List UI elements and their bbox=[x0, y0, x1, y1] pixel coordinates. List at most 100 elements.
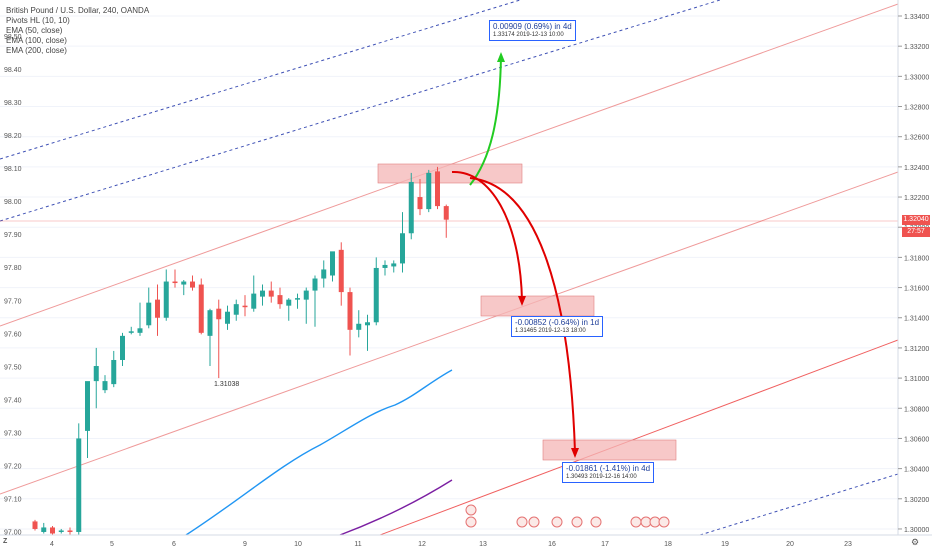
candle-body bbox=[102, 381, 108, 391]
candle-body bbox=[260, 290, 265, 297]
channel-line bbox=[0, 171, 899, 495]
candle-body bbox=[426, 172, 432, 210]
left-axis-tick: 97.60 bbox=[4, 331, 22, 338]
candles: 1.31038 bbox=[32, 166, 449, 535]
time-axis-tick: 17 bbox=[601, 541, 609, 548]
time-axis-tick: 13 bbox=[479, 541, 487, 548]
right-axis-tick: 1.31800 bbox=[904, 255, 929, 262]
right-axis-tick: 1.30200 bbox=[904, 497, 929, 504]
candle-body bbox=[303, 290, 309, 300]
candle-body bbox=[443, 206, 449, 220]
arrowhead bbox=[497, 52, 505, 62]
candle-body bbox=[120, 335, 125, 360]
projection-label[interactable]: -0.01861 (-1.41%) in 4d 1.30493 2019-12-… bbox=[562, 462, 655, 483]
candle-body bbox=[435, 171, 440, 207]
left-axis-tick: 98.00 bbox=[4, 199, 22, 206]
ema-100-line bbox=[339, 479, 453, 536]
countdown-tag: 27:57 bbox=[902, 227, 930, 237]
right-price-axis[interactable]: 1.33400 1.33200 1.33000 1.32800 1.32600 1.324… bbox=[897, 0, 932, 535]
target-zones bbox=[377, 163, 677, 461]
time-axis-tick: 11 bbox=[354, 541, 361, 548]
left-axis-tick: 98.30 bbox=[4, 100, 22, 107]
candle-body bbox=[382, 264, 388, 268]
candle-body bbox=[268, 290, 274, 297]
event-icon bbox=[516, 516, 528, 528]
candle-body bbox=[356, 323, 362, 330]
candle-body bbox=[286, 299, 292, 306]
left-axis-tick: 97.00 bbox=[4, 530, 22, 537]
left-axis-tick: 98.40 bbox=[4, 67, 22, 74]
candle-body bbox=[242, 305, 248, 308]
right-axis-tick: 1.32800 bbox=[904, 105, 929, 112]
candle-body bbox=[347, 292, 353, 330]
candle-body bbox=[373, 267, 379, 323]
chart-legend: British Pound / U.S. Dollar, 240, OANDA … bbox=[6, 6, 149, 56]
time-axis-tick: 10 bbox=[294, 541, 302, 548]
right-axis-background bbox=[898, 0, 932, 535]
time-axis-tick: 5 bbox=[110, 541, 114, 548]
left-axis-tick: 98.20 bbox=[4, 133, 22, 140]
left-axis-tick: 97.70 bbox=[4, 298, 22, 305]
projection-arrow-up bbox=[469, 55, 502, 186]
candle-body bbox=[172, 281, 178, 284]
dashed-channel-line bbox=[0, 0, 521, 160]
time-axis[interactable]: 4 5 6 9 10 11 12 13 16 17 18 19 20 23 bbox=[0, 534, 932, 550]
legend-indicator[interactable]: Pivots HL (10, 10) bbox=[6, 16, 70, 25]
right-axis-tick: 1.33200 bbox=[904, 44, 929, 51]
candle-body bbox=[251, 293, 257, 309]
legend-indicator[interactable]: EMA (100, close) bbox=[6, 36, 67, 45]
left-axis-tick: 97.30 bbox=[4, 431, 22, 438]
event-icons[interactable] bbox=[465, 504, 670, 528]
channel-line bbox=[379, 339, 899, 536]
right-axis-tick: 1.30600 bbox=[904, 436, 929, 443]
candle-body bbox=[137, 328, 143, 333]
time-axis-tick: 9 bbox=[243, 541, 247, 548]
candle-body bbox=[207, 310, 213, 336]
time-axis-tick: 16 bbox=[548, 541, 556, 548]
projection-label[interactable]: -0.00852 (-0.64%) in 1d 1.31465 2019-12-… bbox=[511, 316, 604, 337]
time-axis-tick: 12 bbox=[418, 541, 426, 548]
candle-body bbox=[190, 281, 195, 288]
candle-body bbox=[408, 181, 414, 234]
arrowhead bbox=[571, 448, 579, 458]
candle-body bbox=[67, 530, 73, 532]
legend-indicator[interactable]: EMA (200, close) bbox=[6, 46, 67, 55]
ema-lines bbox=[185, 369, 453, 536]
target-zone bbox=[480, 295, 595, 317]
candle-body bbox=[198, 284, 204, 333]
projection-label[interactable]: 0.00909 (0.69%) in 4d 1.33174 2019-12-13… bbox=[489, 20, 576, 41]
event-icon bbox=[658, 516, 670, 528]
candle-body bbox=[128, 331, 134, 333]
time-axis-tick: 6 bbox=[172, 541, 176, 548]
right-axis-tick: 1.31400 bbox=[904, 316, 929, 323]
candle-body bbox=[417, 197, 423, 210]
right-axis-tick: 1.33400 bbox=[904, 14, 929, 21]
candle-body bbox=[365, 322, 370, 326]
candle-body bbox=[181, 281, 187, 285]
left-price-axis: 98.50 98.40 98.30 98.20 98.10 98.00 97.90 97.80… bbox=[4, 34, 22, 537]
legend-indicator[interactable]: EMA (50, close) bbox=[6, 26, 63, 35]
candle-body bbox=[295, 298, 300, 300]
event-icon bbox=[571, 516, 583, 528]
right-axis-tick: 1.30800 bbox=[904, 406, 929, 413]
projection-arrow-down bbox=[451, 170, 523, 301]
right-axis-tick: 1.32200 bbox=[904, 195, 929, 202]
right-axis-tick: 1.32400 bbox=[904, 165, 929, 172]
event-icon bbox=[465, 516, 477, 528]
event-icon bbox=[590, 516, 602, 528]
time-axis-tick: 20 bbox=[786, 541, 794, 548]
time-axis-tick: 18 bbox=[664, 541, 672, 548]
left-axis-tick: 97.10 bbox=[4, 497, 22, 504]
zoom-icon[interactable]: Z bbox=[3, 538, 8, 545]
candle-body bbox=[277, 295, 283, 305]
event-icon bbox=[528, 516, 540, 528]
candle-body bbox=[216, 308, 222, 320]
candle-body bbox=[146, 302, 152, 326]
settings-icon[interactable]: ⚙ bbox=[911, 537, 920, 547]
trend-channels bbox=[0, 0, 899, 536]
projection-arrow-down bbox=[469, 177, 576, 453]
target-zone bbox=[542, 439, 677, 461]
left-axis-tick: 98.50 bbox=[4, 34, 22, 41]
ema-50-line bbox=[185, 369, 453, 536]
